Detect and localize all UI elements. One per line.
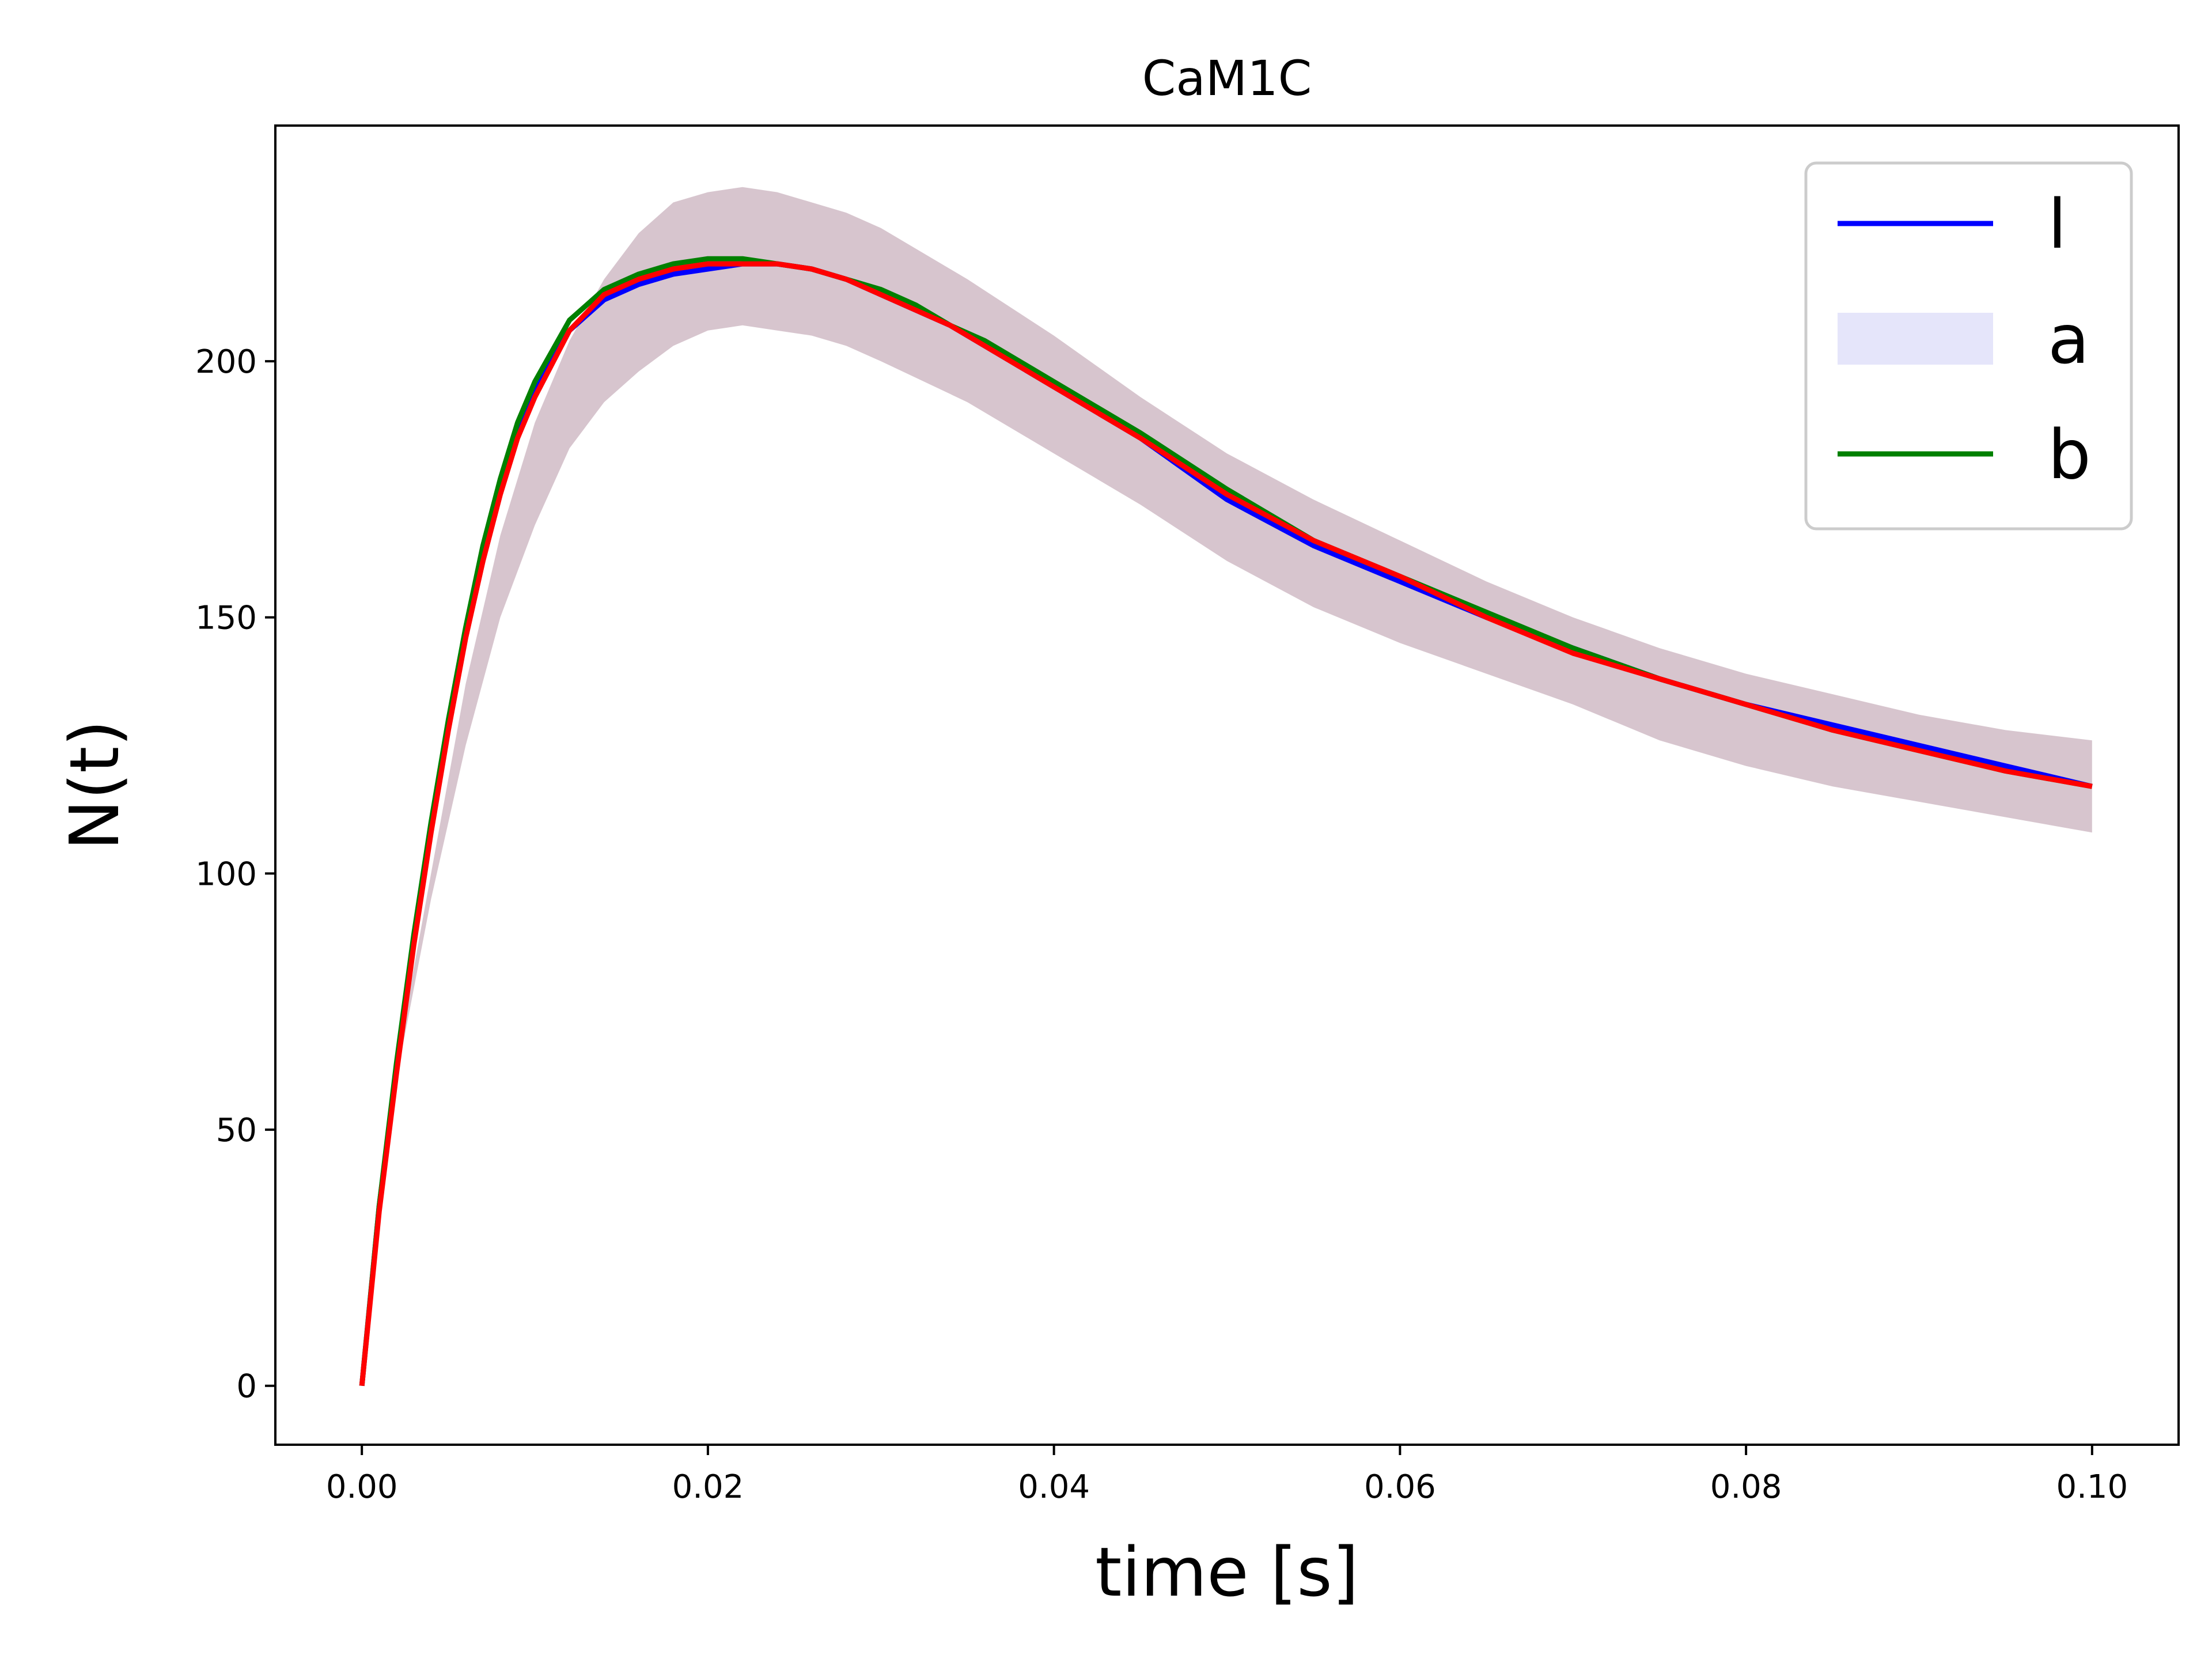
y-tick-label: 50 [216,1112,257,1149]
x-tick-label: 0.08 [1710,1468,1782,1506]
legend-item-l: l [1838,184,2067,264]
legend-swatch [1838,313,1993,365]
x-tick-label: 0.04 [1018,1468,1090,1506]
plot-contents [359,187,2093,1387]
legend-item-b: b [1838,415,2091,494]
y-axis: 0 50 100 150 200 [195,343,275,1406]
y-tick-label: 0 [236,1368,257,1406]
legend-item-a: a [1838,300,2089,379]
y-tick-label: 100 [195,855,257,893]
y-tick-label: 200 [195,343,257,381]
x-tick-label: 0.06 [1364,1468,1436,1506]
x-axis-title: time [s] [1095,1532,1359,1612]
x-axis: 0.00 0.02 0.04 0.06 0.08 0.10 [326,1445,2128,1506]
legend-label: a [2048,300,2089,379]
x-tick-label: 0.02 [672,1468,744,1506]
plot-area [359,187,2093,1387]
legend-label: b [2048,415,2091,494]
axes-frame [274,124,2180,1446]
y-axis-title: N(t) [55,720,134,851]
x-tick-label: 0.10 [2056,1468,2128,1506]
y-tick-label: 150 [195,600,257,637]
series-line-2 [359,261,2093,1387]
legend: lab [1804,161,2133,531]
legend-label: l [2048,184,2067,264]
chart-title: CaM1C [1142,50,1312,107]
x-tick-label: 0.00 [326,1468,398,1506]
